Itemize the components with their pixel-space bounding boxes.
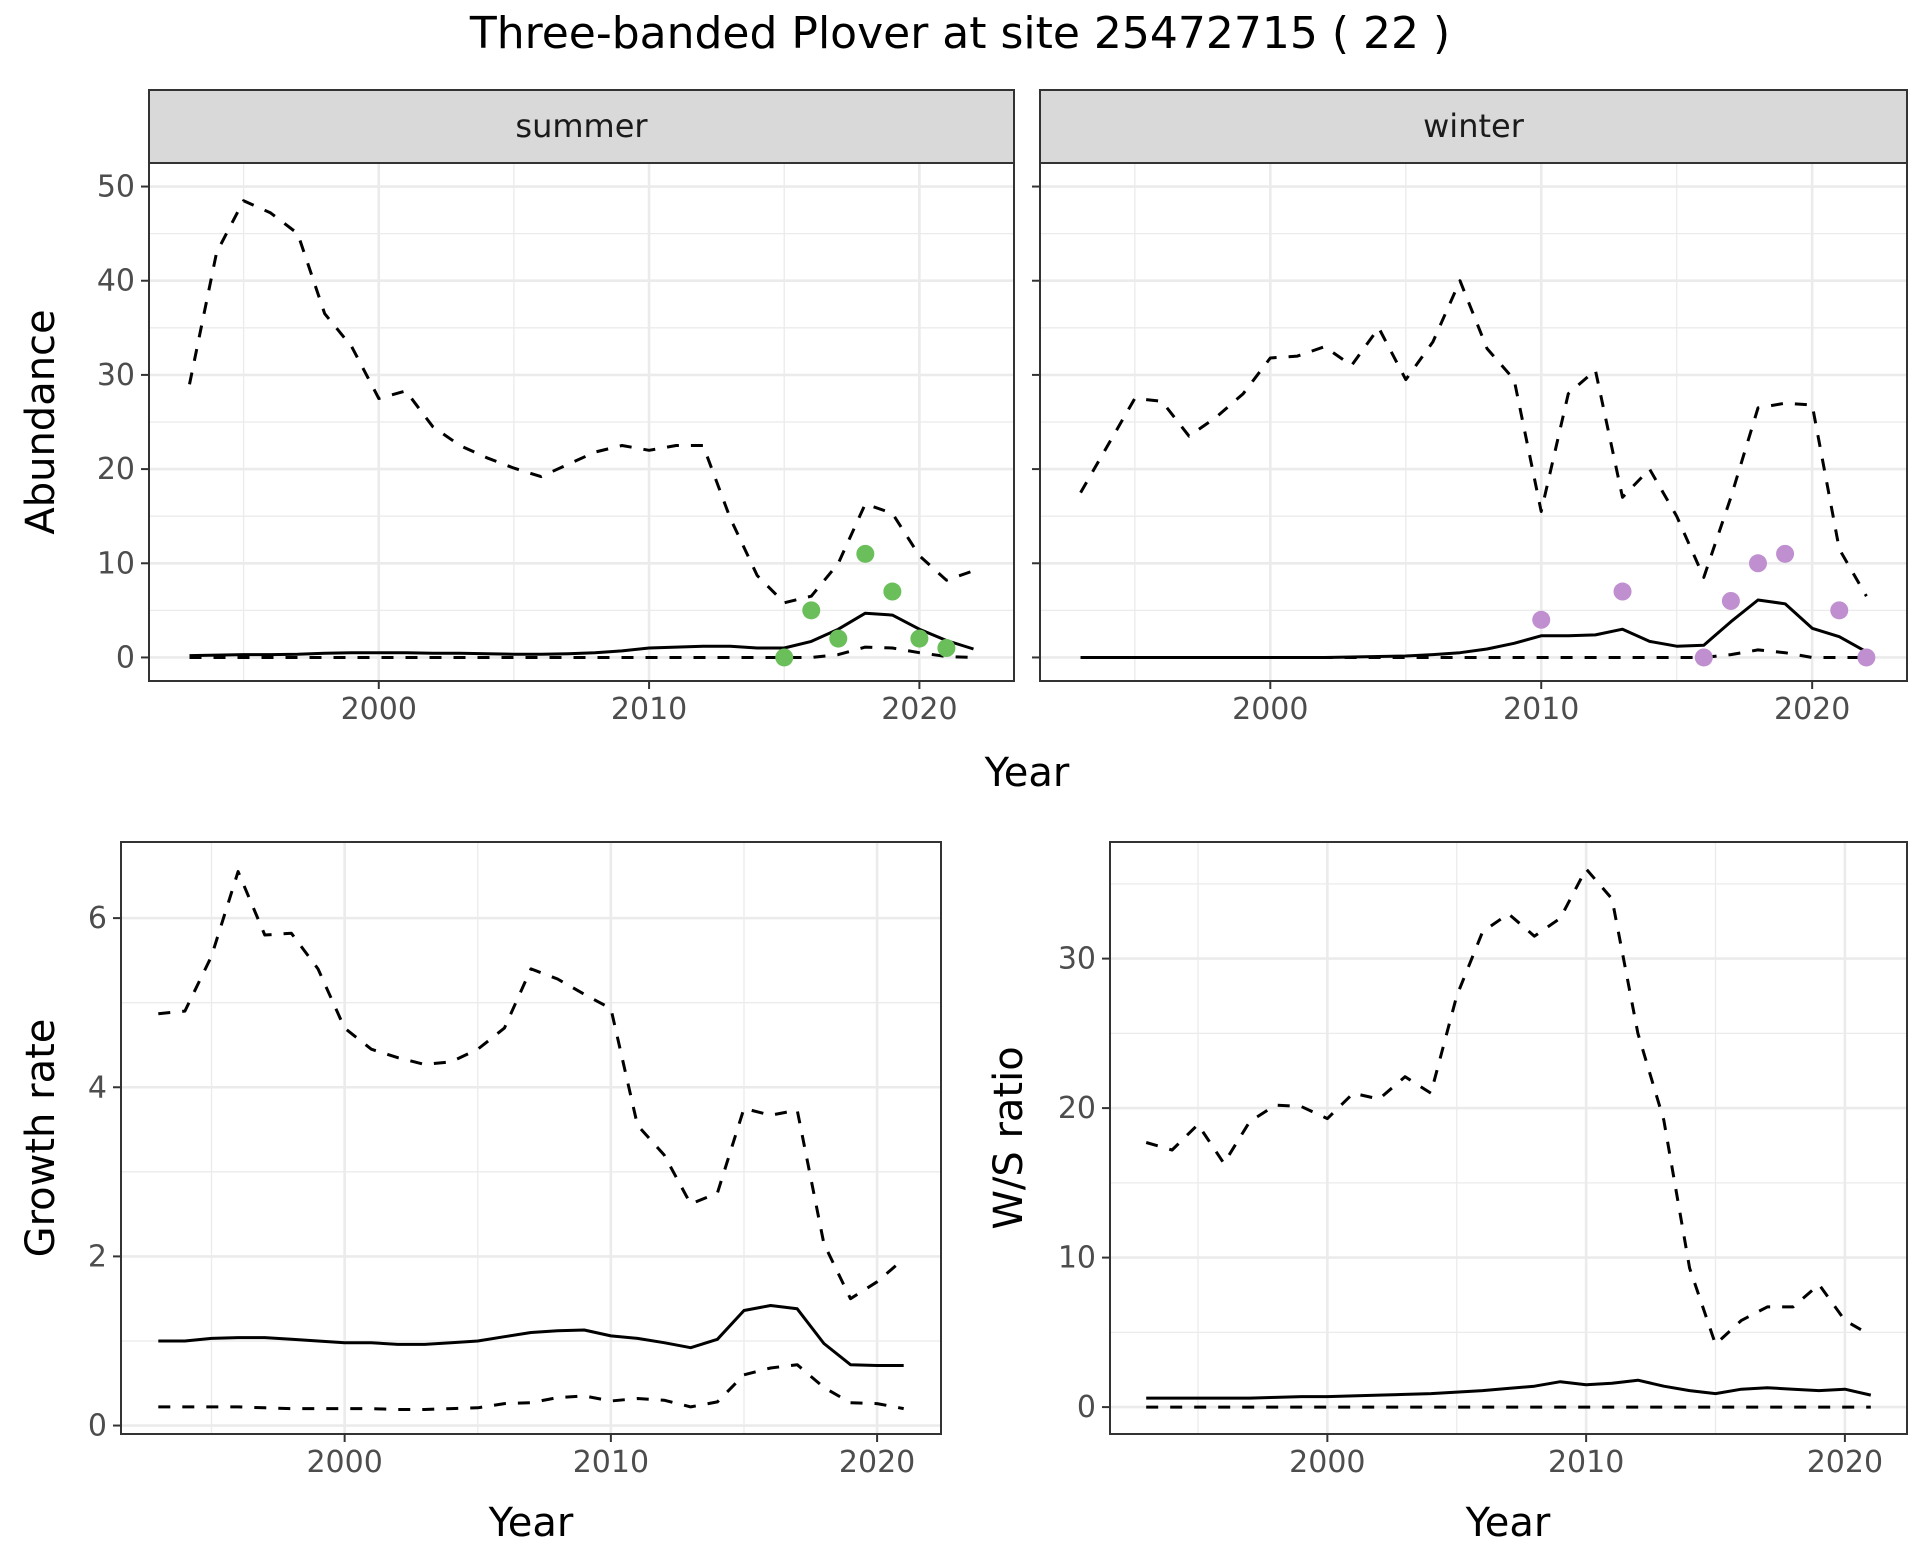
series-line-upper-ws-ratio — [1145, 867, 1872, 1346]
data-point-winter — [1830, 601, 1849, 620]
data-point-winter — [1748, 554, 1767, 573]
panel-border-summer — [148, 162, 1015, 682]
y-axis-title-abundance: Abundance — [18, 309, 64, 534]
x-tick-label: 2020 — [881, 692, 957, 727]
series-line-lower-winter — [1080, 648, 1867, 659]
x-tick-label: 2020 — [1807, 1445, 1883, 1480]
data-point-winter — [1776, 544, 1795, 563]
series-line-upper-growth-rate — [158, 870, 905, 1301]
x-tick-label: 2000 — [1289, 1445, 1365, 1480]
plot-area-winter: 2000 2010 2020 — [1032, 163, 1907, 727]
data-point-summer — [937, 639, 956, 658]
y-tick-label: 20 — [1058, 1091, 1096, 1126]
x-axis-title-top: Year — [984, 750, 1070, 796]
panel-border-winter — [1039, 162, 1908, 682]
y-tick-label: 30 — [97, 358, 135, 393]
series-line-mean-summer — [189, 611, 974, 658]
data-point-summer — [829, 629, 848, 648]
strip-winter — [1039, 89, 1908, 164]
y-tick-label: 0 — [1077, 1390, 1096, 1425]
data-point-winter — [1532, 610, 1551, 629]
y-tick-label: 30 — [1058, 942, 1096, 977]
panel-ws-ratio: 2000 2010 2020 0 10 20 30 — [1058, 841, 1908, 1480]
x-tick-label: 2020 — [839, 1445, 915, 1480]
y-tick-label: 50 — [97, 170, 135, 205]
data-point-summer — [802, 601, 821, 620]
panel-border-growth-rate — [120, 841, 942, 1435]
series-line-mean-ws-ratio — [1146, 1378, 1872, 1400]
x-tick-label: 2020 — [1774, 692, 1850, 727]
panel-winter: winter 2000 2010 2020 — [1032, 89, 1908, 727]
x-tick-label: 2000 — [306, 1445, 382, 1480]
data-point-summer — [856, 544, 875, 563]
y-axis-title-ws-ratio: W/S ratio — [986, 1046, 1032, 1229]
panel-border-ws-ratio — [1109, 841, 1908, 1435]
plot-area-growth-rate: 2000 2010 2020 0 2 4 6 — [88, 842, 941, 1480]
plot-area-ws-ratio: 2000 2010 2020 0 10 20 30 — [1058, 842, 1907, 1480]
strip-summer — [148, 89, 1015, 164]
x-tick-label: 2010 — [611, 692, 687, 727]
y-tick-label: 0 — [88, 1409, 107, 1444]
data-point-winter — [1613, 582, 1632, 601]
series-line-lower-summer — [189, 645, 974, 659]
panel-growth-rate: 2000 2010 2020 0 2 4 6 — [88, 841, 942, 1480]
data-point-summer — [883, 582, 902, 601]
data-point-winter — [1721, 591, 1740, 610]
data-point-winter — [1857, 648, 1876, 667]
figure-title: Three-banded Plover at site 25472715 ( 2… — [469, 8, 1450, 59]
y-tick-label: 20 — [97, 452, 135, 487]
x-axis-title-ws: Year — [1465, 1500, 1551, 1546]
series-line-mean-growth-rate — [158, 1304, 904, 1367]
y-axis-title-growth-rate: Growth rate — [18, 1019, 64, 1258]
x-tick-label: 2000 — [341, 692, 417, 727]
x-tick-label: 2010 — [1503, 692, 1579, 727]
x-tick-label: 2010 — [573, 1445, 649, 1480]
series-line-lower-growth-rate — [158, 1363, 904, 1411]
y-tick-label: 10 — [97, 546, 135, 581]
strip-label-summer: summer — [515, 107, 648, 145]
y-tick-label: 40 — [97, 264, 135, 299]
x-tick-label: 2010 — [1548, 1445, 1624, 1480]
y-tick-label: 0 — [116, 640, 135, 675]
y-tick-label: 2 — [88, 1239, 107, 1274]
series-line-upper-summer — [188, 199, 974, 605]
y-tick-label: 6 — [88, 901, 107, 936]
x-axis-title-growth: Year — [488, 1500, 574, 1546]
data-point-summer — [910, 629, 929, 648]
data-point-winter — [1694, 648, 1713, 667]
strip-label-winter: winter — [1423, 107, 1525, 145]
data-point-summer — [775, 648, 794, 667]
y-tick-label: 4 — [88, 1070, 107, 1105]
x-tick-label: 2000 — [1232, 692, 1308, 727]
panel-summer: summer 2000 2010 2020 0 10 20 30 40 50 — [97, 89, 1015, 727]
plot-area-summer: 2000 2010 2020 0 10 20 30 40 50 — [97, 163, 1014, 727]
series-line-upper-winter — [1079, 279, 1868, 597]
y-tick-label: 10 — [1058, 1241, 1096, 1276]
